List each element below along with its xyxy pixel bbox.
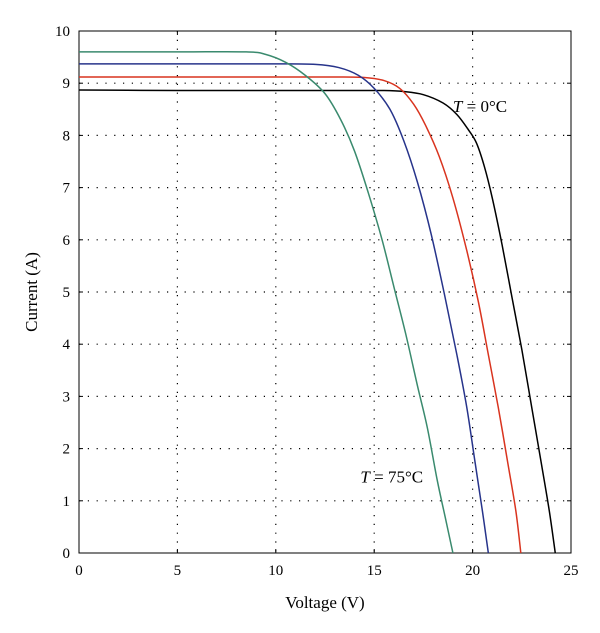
series-line-3 xyxy=(79,50,454,554)
y-axis-label: Current (A) xyxy=(22,252,41,332)
y-tick-label: 6 xyxy=(63,233,71,249)
series-group xyxy=(78,50,557,554)
x-axis-label: Voltage (V) xyxy=(285,593,364,612)
y-tick-label: 10 xyxy=(55,24,70,40)
x-tick-label: 5 xyxy=(174,563,182,579)
annotation-label: T = 75°C xyxy=(360,468,423,487)
annotation-text: = 75°C xyxy=(370,468,423,487)
annotation-label: T = 0°C xyxy=(453,97,507,116)
y-tick-label: 3 xyxy=(63,389,71,405)
annotation-var: T xyxy=(453,97,464,116)
y-tick-label: 7 xyxy=(63,181,71,197)
series-line-2 xyxy=(79,63,490,554)
x-tick-label: 20 xyxy=(465,563,480,579)
series-line-1 xyxy=(78,76,522,554)
series-line-0 xyxy=(78,89,557,554)
y-tick-label: 1 xyxy=(63,494,71,510)
x-tick-label: 10 xyxy=(268,563,283,579)
y-tick-label: 8 xyxy=(63,128,71,144)
annotations: T = 0°CT = 75°C xyxy=(360,97,507,487)
annotation-var: T xyxy=(360,468,371,487)
y-tick-label: 2 xyxy=(63,442,71,458)
annotation-text: = 0°C xyxy=(462,97,507,116)
y-tick-label: 5 xyxy=(63,285,71,301)
x-tick-label: 15 xyxy=(367,563,382,579)
y-tick-label: 0 xyxy=(63,546,71,562)
y-tick-label: 9 xyxy=(63,76,71,92)
y-tick-label: 4 xyxy=(63,337,71,353)
x-tick-label: 0 xyxy=(75,563,83,579)
x-tick-label: 25 xyxy=(564,563,579,579)
ticks: 0 5 10 15 20 25 0 1 2 3 4 5 6 7 8 9 10 xyxy=(55,24,579,579)
